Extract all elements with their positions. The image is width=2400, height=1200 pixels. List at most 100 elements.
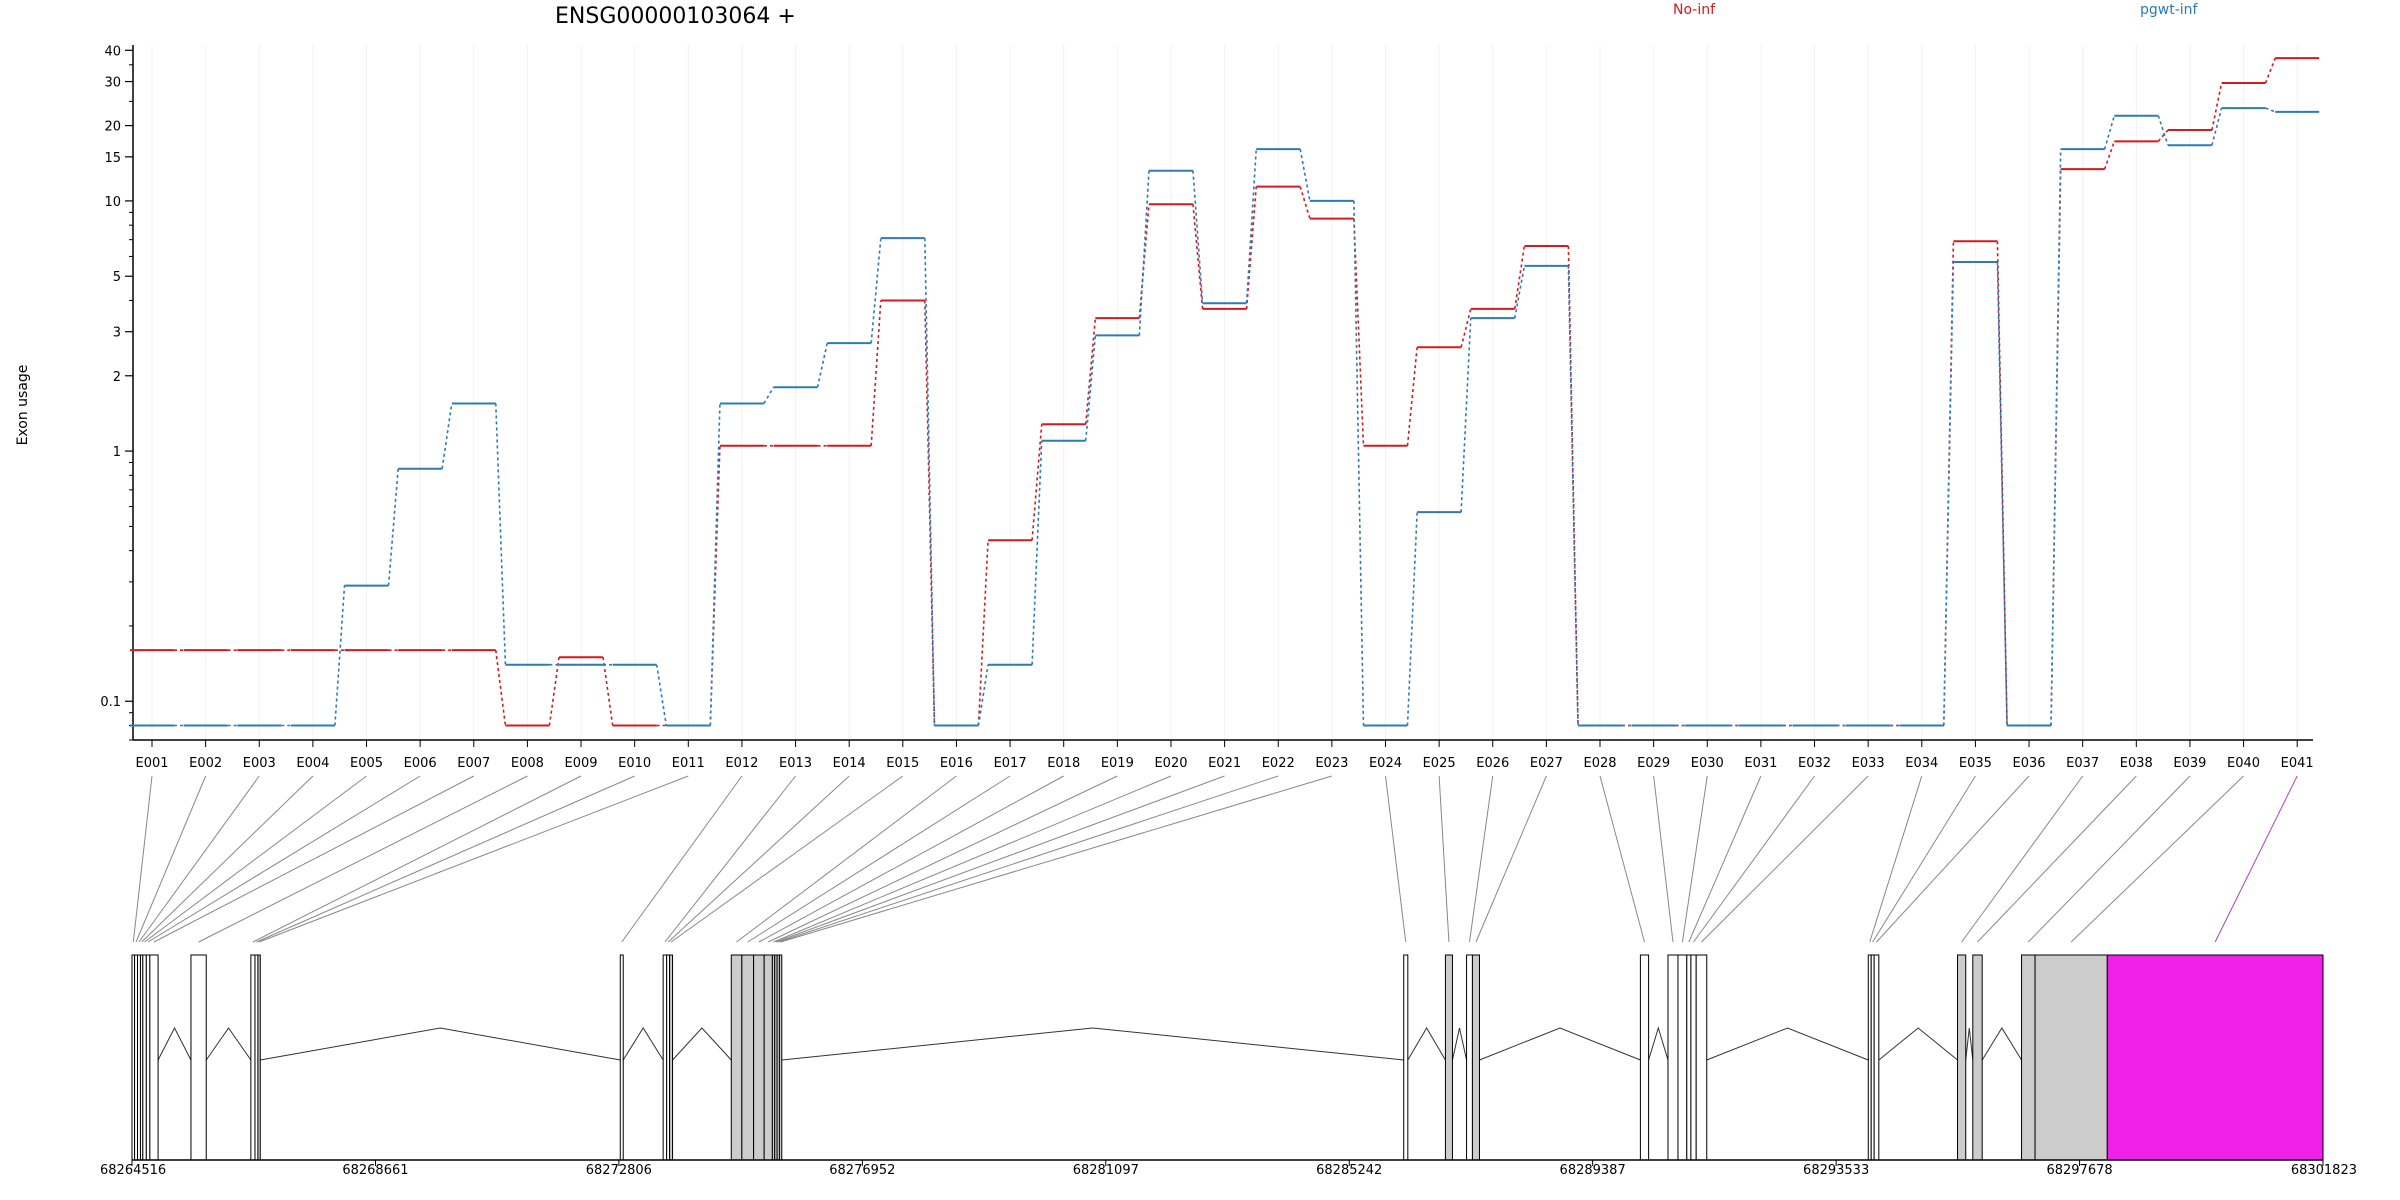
connector-e023 (780, 775, 1333, 943)
x-tick-label-e004: E004 (296, 756, 329, 771)
exon-box-e031 (1686, 954, 1692, 1161)
connector-e002 (135, 775, 207, 943)
exon-box-e025 (1444, 954, 1453, 1161)
step-link (494, 403, 507, 665)
y-tick-label: 1 (113, 445, 121, 460)
x-tick-label-e008: E008 (511, 756, 544, 771)
step-link (548, 657, 560, 726)
step-link (2211, 107, 2223, 146)
connector-e024 (1384, 775, 1407, 943)
step-link (816, 342, 828, 388)
x-tick-label-e009: E009 (565, 756, 598, 771)
x-tick-label-e025: E025 (1423, 756, 1456, 771)
x-tick-label-e022: E022 (1262, 756, 1295, 771)
exon-box-e006 (145, 954, 151, 1161)
connector-e008 (198, 775, 528, 943)
step-link (1031, 440, 1043, 665)
y-tick-label: 40 (104, 44, 121, 59)
step-link (1138, 170, 1150, 336)
step-link (977, 664, 989, 726)
junction-arc (1407, 1027, 1446, 1061)
step-link (977, 540, 989, 726)
coordinate-tick-label: 68289387 (1560, 1163, 1626, 1178)
connector-e035 (1872, 775, 1976, 943)
connector-e038 (1977, 775, 2137, 943)
exon-box-e029 (1667, 954, 1679, 1161)
step-link (1031, 424, 1043, 541)
step-link (655, 664, 668, 726)
exon-box-e027 (1471, 954, 1480, 1161)
x-tick-label-e001: E001 (135, 756, 168, 771)
exon-box-e013 (662, 954, 668, 1161)
step-link (1084, 318, 1097, 425)
junction-arc (781, 1027, 1404, 1061)
connector-e004 (141, 775, 314, 943)
exon-box-e024 (1403, 954, 1409, 1161)
exon-box-e041 (2106, 954, 2324, 1161)
step-link (709, 403, 721, 726)
step-link (1567, 265, 1579, 726)
x-tick-label-e019: E019 (1101, 756, 1134, 771)
step-link (2264, 57, 2276, 84)
step-link (1406, 512, 1418, 726)
step-link (763, 386, 775, 404)
step-link (1996, 261, 2008, 726)
x-tick-label-e032: E032 (1798, 756, 1831, 771)
connector-e012 (621, 775, 743, 943)
connector-e041 (2214, 775, 2298, 943)
connector-e005 (144, 775, 367, 943)
coordinate-tick-label: 68285242 (1316, 1163, 1382, 1178)
x-tick-label-e014: E014 (833, 756, 866, 771)
junction-arc (157, 1026, 192, 1061)
step-link (387, 468, 399, 586)
connector-e032 (1693, 775, 1815, 943)
connector-e033 (1701, 775, 1869, 943)
y-tick-label: 5 (113, 270, 121, 285)
coordinate-tick-label: 68276952 (829, 1163, 895, 1178)
x-tick-label-e015: E015 (886, 756, 919, 771)
step-link (2211, 82, 2223, 131)
connector-e027 (1475, 775, 1547, 943)
plot-axes: 0.1 1 2 3 5 10 15 20 30 40 E001 E002 E003 E004 E005 E00… (100, 44, 2313, 771)
x-tick-label-e029: E029 (1637, 756, 1670, 771)
exon-box-e033 (1695, 954, 1708, 1161)
step-link (1460, 318, 1472, 513)
connector-e039 (2027, 775, 2191, 943)
y-tick-label: 3 (113, 326, 121, 341)
exon-box-e023 (778, 954, 783, 1161)
step-link (1460, 308, 1472, 348)
x-tick-label-e031: E031 (1744, 756, 1777, 771)
exon-box-e007 (149, 954, 159, 1161)
y-tick-label: 30 (104, 76, 121, 91)
step-link (1513, 265, 1526, 319)
x-tick-label-e030: E030 (1691, 756, 1724, 771)
exon-box-e028 (1639, 954, 1650, 1161)
step-link (1996, 241, 2008, 726)
x-tick-label-e040: E040 (2227, 756, 2260, 771)
exon-box-e037 (1957, 954, 1967, 1161)
junction-arc (1648, 1026, 1669, 1061)
exon-box-e018 (753, 954, 765, 1161)
connector-e010 (256, 775, 635, 943)
connector-e006 (147, 775, 421, 943)
x-tick-label-e020: E020 (1154, 756, 1187, 771)
connector-e037 (1961, 775, 2084, 943)
legend-entry-pgwt-inf: pgwt-inf (2140, 2, 2199, 18)
x-tick-label-e037: E037 (2066, 756, 2099, 771)
y-tick-label: 20 (104, 120, 121, 135)
exon-box-e015 (669, 954, 674, 1161)
coordinate-axis: 68264516 68268661 68272806 68276952 68281097… (100, 1159, 2357, 1178)
exon-connectors (132, 775, 2298, 943)
connector-e029 (1653, 775, 1674, 943)
series-layer (130, 57, 2320, 727)
exon-box-e017 (741, 954, 755, 1161)
exon-box-e030 (1677, 954, 1688, 1161)
x-tick-label-e016: E016 (940, 756, 973, 771)
exon-box-e011 (257, 954, 261, 1161)
connector-e026 (1468, 775, 1494, 943)
junction-arc (1706, 1027, 1869, 1061)
exon-box-e008 (190, 954, 207, 1161)
exon-box-e039 (2021, 954, 2036, 1161)
x-tick-label-e024: E024 (1369, 756, 1402, 771)
